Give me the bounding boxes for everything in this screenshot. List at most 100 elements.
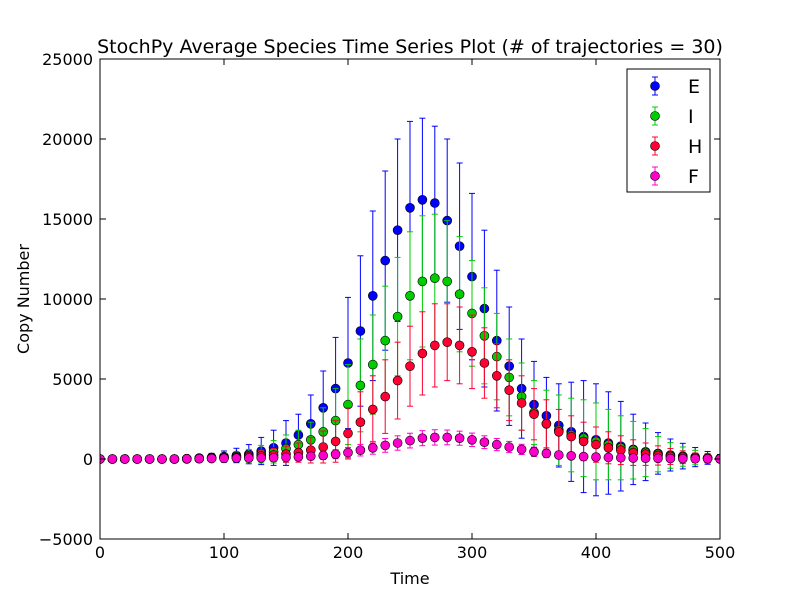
data-point-F: [268, 452, 279, 463]
x-tick-label: 100: [209, 543, 240, 562]
data-point-E: [355, 326, 366, 336]
data-point-F: [231, 453, 242, 464]
data-point-I: [405, 290, 415, 301]
data-point-F: [256, 453, 267, 463]
data-point-F: [516, 444, 527, 455]
data-point-F: [219, 453, 229, 464]
data-point-E: [392, 225, 403, 235]
data-point-H: [367, 404, 378, 415]
y-tick-label: 20000: [42, 130, 93, 149]
data-point-I: [355, 380, 366, 391]
data-point-F: [702, 454, 713, 464]
data-point-H: [343, 428, 353, 439]
data-point-I: [367, 359, 378, 370]
data-point-H: [318, 442, 329, 452]
data-point-F: [479, 437, 490, 448]
data-point-I: [417, 276, 428, 287]
data-point-F: [553, 450, 564, 460]
data-point-H: [504, 385, 515, 396]
data-point-F: [380, 440, 391, 451]
data-point-F: [244, 453, 254, 463]
data-point-H: [392, 375, 403, 386]
y-tick-label: 0: [83, 450, 93, 469]
data-point-F: [640, 453, 651, 464]
data-point-E: [380, 255, 391, 266]
data-point-H: [467, 346, 477, 357]
data-point-H: [429, 340, 440, 351]
data-point-F: [293, 452, 304, 462]
data-point-F: [615, 452, 626, 463]
data-point-F: [504, 442, 515, 452]
data-point-H: [541, 418, 552, 429]
x-tick-label: 200: [333, 543, 364, 562]
data-point-H: [603, 442, 614, 453]
data-point-H: [417, 348, 428, 359]
y-tick-label: 25000: [42, 50, 93, 69]
data-point-H: [529, 409, 539, 420]
data-point-F: [318, 450, 329, 461]
data-point-F: [591, 452, 601, 462]
data-point-F: [305, 451, 316, 462]
legend-marker-F: [650, 171, 660, 181]
data-point-F: [690, 453, 701, 464]
data-point-F: [677, 453, 688, 464]
legend-box: [626, 68, 711, 193]
y-axis-label: Copy Number: [14, 244, 33, 354]
data-point-F: [491, 439, 502, 450]
data-point-F: [628, 453, 639, 463]
data-point-F: [107, 454, 118, 464]
data-point-F: [355, 445, 366, 456]
data-point-F: [442, 432, 453, 443]
data-point-F: [529, 446, 539, 457]
data-point-F: [392, 438, 403, 448]
data-point-F: [182, 454, 192, 464]
data-point-F: [429, 432, 440, 443]
data-point-F: [343, 447, 353, 458]
data-point-F: [417, 433, 428, 444]
data-point-I: [442, 276, 453, 287]
data-point-F: [206, 453, 217, 464]
legend-label-H: H: [688, 136, 702, 158]
data-point-H: [516, 398, 527, 408]
chart-title: StochPy Average Species Time Series Plot…: [97, 36, 723, 58]
axis-ticks: 0 100 200 300 400 500−50000500010000150002000…: [39, 50, 735, 562]
data-point-H: [330, 436, 341, 447]
data-point-F: [541, 448, 552, 459]
data-point-F: [405, 435, 415, 446]
data-point-F: [157, 454, 167, 464]
legend-label-F: F: [688, 166, 699, 188]
data-point-H: [405, 361, 415, 372]
y-tick-label: 5000: [52, 370, 93, 389]
legend-label-I: I: [688, 106, 694, 128]
data-point-F: [367, 442, 378, 453]
data-point-I: [429, 273, 440, 284]
data-point-F: [603, 452, 614, 463]
data-point-F: [120, 454, 130, 464]
data-point-E: [417, 195, 428, 205]
y-tick-label: −5000: [39, 530, 93, 549]
data-point-F: [144, 454, 155, 464]
data-point-H: [591, 439, 601, 450]
y-tick-label: 15000: [42, 210, 93, 229]
data-point-F: [578, 451, 589, 462]
data-point-F: [566, 450, 577, 461]
data-point-F: [454, 433, 465, 444]
data-point-F: [665, 453, 676, 464]
data-point-H: [380, 391, 391, 402]
data-point-E: [405, 203, 415, 213]
data-point-H: [566, 431, 577, 442]
data-point-F: [653, 453, 663, 464]
plot-area: [100, 117, 720, 497]
x-tick-label: 500: [705, 543, 736, 562]
data-point-H: [442, 337, 453, 348]
data-point-E: [367, 290, 378, 301]
legend-marker-H: [650, 141, 660, 151]
data-point-F: [330, 449, 341, 460]
data-point-F: [194, 453, 204, 464]
data-point-F: [281, 452, 291, 463]
legend-marker-E: [650, 81, 660, 91]
data-point-I: [380, 335, 391, 346]
x-axis-label: Time: [389, 569, 429, 588]
data-point-H: [355, 417, 366, 428]
